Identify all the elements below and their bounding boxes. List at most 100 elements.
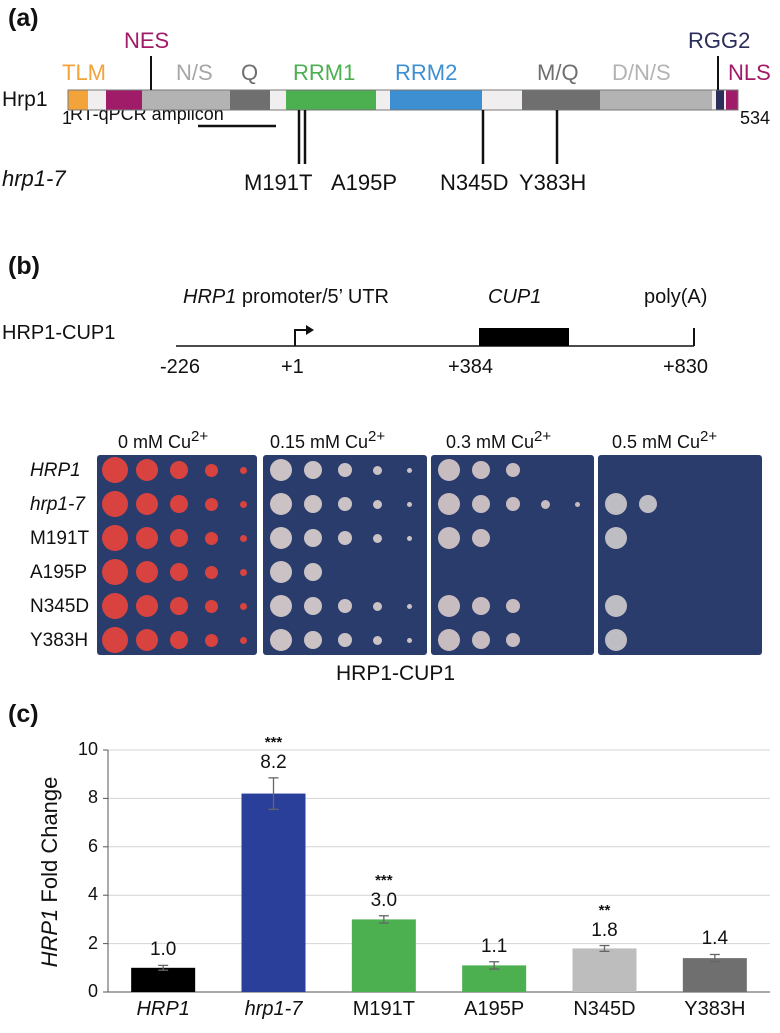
colony-spot: [605, 629, 627, 651]
domain-label-ns: N/S: [176, 60, 213, 85]
colony-spot: [170, 495, 188, 513]
colony-spot: [372, 499, 382, 509]
colony-spot: [338, 531, 352, 545]
colony-spot: [136, 527, 158, 549]
protein-name: Hrp1: [2, 88, 48, 111]
x-tick-label: HRP1: [136, 998, 190, 1020]
colony-spot: [472, 529, 490, 547]
colony-spot: [605, 493, 627, 515]
colony-spot: [438, 493, 460, 515]
mutation-label-y383h: Y383H: [519, 170, 587, 195]
y-tick-label: 10: [77, 739, 98, 759]
panel-b-label: (b): [8, 252, 40, 280]
panel-c-label: (c): [8, 700, 39, 728]
colony-spot: [304, 495, 322, 513]
colony-spot: [406, 603, 412, 609]
colony-spot: [472, 461, 490, 479]
colony-spot: [438, 595, 460, 617]
x-tick-label: Y383H: [684, 998, 746, 1020]
value-label: 1.1: [480, 935, 508, 957]
colony-spot: [170, 631, 188, 649]
colony-spot: [472, 597, 490, 615]
colony-spot: [239, 534, 247, 542]
colony-spot: [239, 500, 247, 508]
colony-spot: [574, 501, 580, 507]
colony-spot: [170, 461, 188, 479]
colony-spot: [338, 497, 352, 511]
bar-a195p: [462, 965, 527, 992]
colony-spot: [136, 459, 158, 481]
domain-label-rrm2: RRM2: [395, 60, 458, 85]
strain-label-m191t: M191T: [30, 528, 90, 549]
colony-spot: [102, 559, 128, 585]
x-tick-label: N345D: [573, 998, 636, 1020]
colony-spot: [506, 463, 520, 477]
colony-spot: [204, 565, 218, 579]
colony-spot: [372, 465, 382, 475]
colony-spot: [170, 563, 188, 581]
mutation-label-a195p: A195P: [331, 170, 398, 195]
domain-label-nes: NES: [124, 28, 170, 53]
domain-block-nes: [106, 90, 142, 110]
colony-spot: [438, 527, 460, 549]
colony-spot: [304, 461, 322, 479]
plate-footer: HRP1-CUP1: [336, 662, 456, 685]
y-tick-label: 0: [87, 981, 98, 1001]
plate-05mm: [598, 455, 762, 655]
colony-spot: [406, 467, 412, 473]
colony-spot: [170, 529, 188, 547]
strain-label-a195p: A195P: [30, 562, 88, 583]
domain-label-nls: NLS: [728, 60, 771, 85]
colony-spot: [102, 457, 128, 483]
colony-spot: [204, 531, 218, 545]
colony-spot: [270, 629, 292, 651]
colony-spot: [304, 563, 322, 581]
y-tick-label: 8: [87, 787, 98, 808]
domain-label-dns: D/N/S: [612, 60, 671, 85]
colony-spot: [239, 466, 247, 474]
domain-block-nls: [726, 90, 738, 110]
colony-spot: [239, 568, 247, 576]
y-tick-label: 6: [87, 835, 98, 856]
y-tick-label: 4: [87, 884, 98, 905]
polya-label: poly(A): [644, 286, 708, 308]
strain-label-y383h: Y383H: [30, 630, 89, 651]
domain-block-mq: [522, 90, 600, 110]
colony-spot: [406, 637, 412, 643]
value-label: 3.0: [370, 889, 398, 911]
colony-spot: [338, 599, 352, 613]
value-label: 1.4: [701, 928, 729, 950]
colony-spot: [540, 499, 550, 509]
promoter-gene-name: HRP1: [183, 286, 237, 308]
colony-spot: [136, 595, 158, 617]
colony-spot: [506, 599, 520, 613]
domain-block-tlm: [68, 90, 88, 110]
condition-05: 0.5 mM Cu2+: [612, 428, 718, 452]
colony-spot: [472, 631, 490, 649]
bar-n345d: [572, 948, 637, 992]
colony-spot: [102, 627, 128, 653]
domain-label-rgg2: RGG2: [688, 28, 751, 53]
domain-label-tlm: TLM: [62, 60, 106, 85]
domain-label-q: Q: [241, 60, 259, 85]
colony-spot: [270, 561, 292, 583]
colony-spot: [406, 501, 412, 507]
domain-block-rrm2: [390, 90, 482, 110]
colony-spot: [270, 595, 292, 617]
colony-spot: [136, 629, 158, 651]
colony-spot: [136, 561, 158, 583]
colony-spot: [472, 495, 490, 513]
colony-spot: [506, 497, 520, 511]
colony-spot: [204, 599, 218, 613]
colony-spot: [304, 529, 322, 547]
domain-block-ns: [142, 90, 230, 110]
y-tick-label: 2: [87, 932, 98, 953]
colony-spot: [506, 633, 520, 647]
colony-spot: [605, 527, 627, 549]
colony-spot: [270, 459, 292, 481]
colony-spot: [204, 463, 218, 477]
panel-a-label: (a): [8, 4, 39, 32]
